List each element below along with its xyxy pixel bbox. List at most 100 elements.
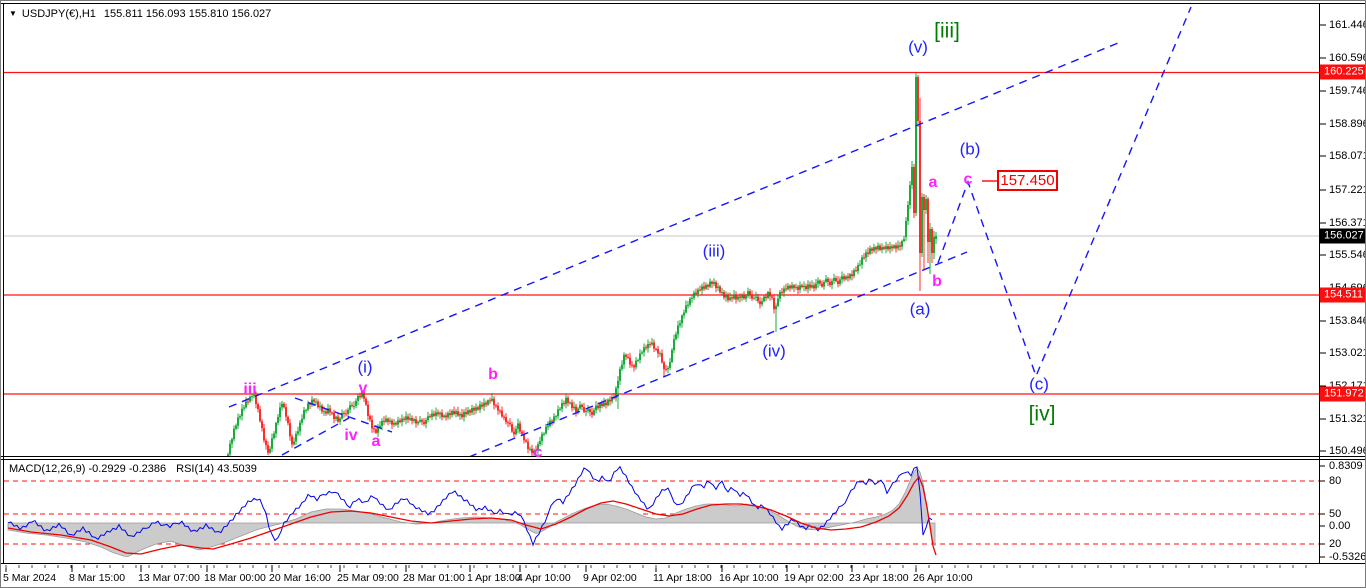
candle-body	[659, 353, 661, 355]
candle-body	[639, 353, 641, 361]
wave-label[interactable]: [iv]	[1028, 402, 1056, 426]
candle-body	[779, 292, 781, 299]
candle-body	[281, 403, 283, 408]
candle-body	[457, 411, 459, 416]
candle-body	[797, 286, 799, 290]
candle-body	[579, 404, 581, 409]
price-tick-label: 160.596	[1329, 52, 1366, 64]
price-target-flag[interactable]: 157.450	[997, 170, 1058, 191]
candle-body	[933, 237, 935, 253]
candle-body	[583, 406, 585, 412]
wave-label[interactable]: c	[963, 171, 973, 188]
candle-body	[669, 361, 671, 368]
wave-label[interactable]: c	[533, 444, 543, 458]
candle-body	[527, 441, 529, 450]
candle-body	[893, 245, 895, 249]
candle-body	[879, 245, 881, 250]
candle-body	[729, 297, 731, 301]
candle-body	[671, 350, 673, 362]
candle-body	[443, 415, 445, 418]
candle-body	[769, 292, 771, 297]
candle-body	[379, 425, 381, 428]
candle-body	[693, 292, 695, 298]
price-tick-label: 161.446	[1329, 19, 1366, 31]
candle-body	[637, 360, 639, 362]
wave-label[interactable]: (c)	[1029, 374, 1049, 394]
candle-body	[907, 205, 909, 221]
candle-body	[523, 433, 525, 441]
wave-label[interactable]: a	[371, 433, 381, 450]
candle-body	[591, 412, 593, 415]
candle-body	[399, 420, 401, 423]
candle-body	[715, 282, 717, 288]
candle-body	[447, 413, 449, 418]
current-price-badge[interactable]: 156.027	[1320, 228, 1365, 244]
wave-label[interactable]: b	[932, 273, 942, 290]
candle-body	[309, 403, 311, 405]
candlesticks	[227, 73, 937, 456]
wave-label[interactable]: (b)	[959, 139, 981, 159]
candle-body	[395, 422, 397, 425]
candle-body	[821, 283, 823, 287]
candle-body	[245, 401, 247, 408]
candle-body	[307, 403, 309, 410]
wave-label[interactable]: (v)	[908, 37, 928, 57]
candle-body	[757, 296, 759, 302]
price-tick-label: 151.321	[1329, 413, 1366, 425]
symbol-dropdown-icon[interactable]: ▼	[9, 9, 17, 18]
candle-body	[535, 450, 537, 452]
candle-body	[593, 410, 595, 415]
candle-body	[625, 354, 627, 357]
candle-body	[295, 433, 297, 442]
macd-histogram-area	[7, 467, 936, 557]
candle-body	[265, 440, 267, 446]
price-tick-label: 157.221	[1329, 184, 1366, 196]
candle-body	[473, 408, 475, 411]
price-level-badge[interactable]: 160.225	[1320, 64, 1365, 80]
candle-body	[239, 416, 241, 418]
candle-body	[311, 399, 313, 405]
candle-body	[855, 270, 857, 272]
wave-label[interactable]: a	[928, 174, 938, 191]
candle-body	[813, 285, 815, 289]
wave-label[interactable]: [iii]	[934, 19, 960, 43]
candle-body	[561, 403, 563, 409]
candle-body	[691, 297, 693, 299]
candle-body	[353, 405, 355, 407]
indicator-tick-label: 0.8309	[1329, 460, 1363, 472]
candle-body	[325, 411, 327, 414]
candle-body	[723, 292, 725, 298]
wave-label[interactable]: iii	[243, 381, 257, 398]
candle-body	[791, 285, 793, 289]
trendline-object[interactable]	[228, 40, 1124, 408]
candle-body	[575, 406, 577, 413]
wave-label[interactable]: (iii)	[702, 241, 726, 261]
trendline-object[interactable]	[281, 417, 350, 456]
wave-label[interactable]: (a)	[909, 299, 931, 319]
candle-body	[607, 399, 609, 406]
price-tick-label: 153.021	[1329, 347, 1366, 359]
candle-body	[285, 407, 287, 417]
wave-label[interactable]: v	[358, 380, 368, 397]
price-level-badge[interactable]: 151.972	[1320, 386, 1365, 402]
candle-body	[313, 399, 315, 402]
price-level-badge[interactable]: 154.511	[1320, 287, 1365, 303]
trendline-object[interactable]	[469, 251, 968, 457]
candle-body	[403, 418, 405, 420]
candle-body	[373, 428, 375, 430]
zigzag-projection[interactable]	[937, 6, 1192, 378]
candle-body	[847, 276, 849, 279]
wave-label[interactable]: iv	[344, 427, 358, 444]
trendline-object[interactable]	[294, 397, 393, 433]
wave-label[interactable]: (iv)	[762, 341, 786, 361]
price-tick-label: 153.846	[1329, 315, 1366, 327]
candle-body	[339, 418, 341, 422]
candle-body	[689, 298, 691, 305]
candle-body	[745, 295, 747, 299]
wave-label[interactable]: b	[488, 366, 498, 383]
candle-body	[727, 295, 729, 301]
wave-label[interactable]: (i)	[357, 357, 373, 377]
candle-body	[529, 448, 531, 450]
candle-body	[267, 445, 269, 453]
candle-body	[881, 247, 883, 250]
